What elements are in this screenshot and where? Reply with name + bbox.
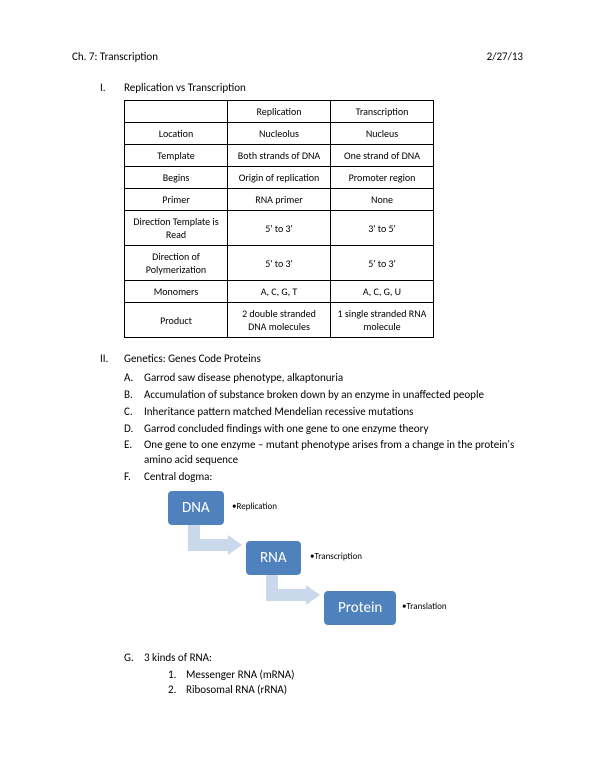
list-text: Garrod saw disease phenotype, alkaptonur… [144, 371, 523, 386]
genetics-sublist: A.Garrod saw disease phenotype, alkapton… [124, 371, 523, 696]
table-cell: None [331, 189, 434, 211]
list-number: 2. [168, 683, 186, 696]
table-cell: 5' to 3' [228, 211, 331, 246]
table-cell: Product [125, 303, 228, 338]
dogma-arrow-icon [188, 525, 200, 543]
list-text: One gene to one enzyme – mutant phenotyp… [144, 438, 523, 468]
table-cell: RNA primer [228, 189, 331, 211]
table-cell: Origin of replication [228, 167, 331, 189]
table-cell: 2 double stranded DNA molecules [228, 303, 331, 338]
table-cell: Direction Template is Read [125, 211, 228, 246]
dogma-node-dna: DNA [168, 491, 224, 525]
table-cell: A, C, G, T [228, 281, 331, 303]
list-text: 3 kinds of RNA: [144, 651, 523, 666]
dogma-node-protein: Protein [324, 591, 396, 625]
list-text: Garrod concluded findings with one gene … [144, 422, 523, 437]
section-replication-vs-transcription: I. Replication vs Transcription Replicat… [100, 81, 523, 338]
list-number: 1. [168, 668, 186, 681]
section-genetics: II. Genetics: Genes Code Proteins A.Garr… [100, 352, 523, 696]
table-cell: 5' to 3' [228, 246, 331, 281]
list-text: Ribosomal RNA (rRNA) [186, 683, 287, 696]
table-header-cell [125, 101, 228, 123]
table-cell: Both strands of DNA [228, 145, 331, 167]
dogma-node-rna: RNA [246, 541, 301, 575]
rna-kinds-list: 1.Messenger RNA (mRNA) 2.Ribosomal RNA (… [168, 668, 523, 696]
table-cell: Begins [125, 167, 228, 189]
table-cell: 3' to 5' [331, 211, 434, 246]
list-letter: F. [124, 470, 144, 485]
table-cell: One strand of DNA [331, 145, 434, 167]
table-cell: Primer [125, 189, 228, 211]
list-text: Accumulation of substance broken down by… [144, 388, 523, 403]
dogma-caption: •Replication [232, 501, 277, 512]
table-cell: Monomers [125, 281, 228, 303]
table-cell: A, C, G, U [331, 281, 434, 303]
table-header-cell: Transcription [331, 101, 434, 123]
central-dogma-diagram: DNA •Replication RNA •Transcription Prot… [168, 491, 488, 641]
table-cell: Location [125, 123, 228, 145]
chapter-title: Ch. 7: Transcription [72, 50, 523, 63]
list-text: Messenger RNA (mRNA) [186, 668, 294, 681]
table-header-cell: Replication [228, 101, 331, 123]
section-roman: I. [100, 81, 124, 94]
list-letter: D. [124, 422, 144, 437]
page-date: 2/27/13 [487, 50, 523, 63]
list-letter: B. [124, 388, 144, 403]
table-cell: 1 single stranded RNA molecule [331, 303, 434, 338]
list-letter: C. [124, 405, 144, 420]
table-cell: Direction of Polymerization [125, 246, 228, 281]
table-cell: Nucleolus [228, 123, 331, 145]
table-cell: Promoter region [331, 167, 434, 189]
section-roman: II. [100, 352, 124, 365]
list-letter: G. [124, 651, 144, 666]
dogma-caption: •Transcription [310, 551, 362, 562]
table-cell: Template [125, 145, 228, 167]
table-cell: 5' to 3' [331, 246, 434, 281]
dogma-caption: •Translation [402, 601, 447, 612]
list-text: Inheritance pattern matched Mendelian re… [144, 405, 523, 420]
comparison-table: Replication Transcription LocationNucleo… [124, 100, 434, 338]
list-letter: A. [124, 371, 144, 386]
table-cell: Nucleus [331, 123, 434, 145]
section-heading: Replication vs Transcription [124, 81, 246, 94]
list-text: Central dogma: [144, 470, 523, 485]
section-heading: Genetics: Genes Code Proteins [124, 352, 261, 365]
list-letter: E. [124, 438, 144, 468]
dogma-arrow-icon [266, 575, 278, 593]
